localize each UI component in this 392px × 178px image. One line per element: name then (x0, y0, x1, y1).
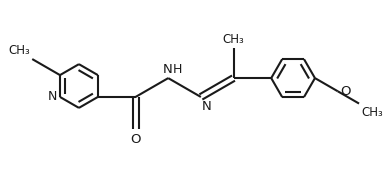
Text: N: N (202, 100, 212, 113)
Text: CH₃: CH₃ (9, 44, 30, 57)
Text: N: N (48, 90, 58, 103)
Text: CH₃: CH₃ (223, 33, 244, 46)
Text: O: O (340, 85, 350, 98)
Text: N: N (162, 63, 172, 76)
Text: CH₃: CH₃ (361, 106, 383, 119)
Text: H: H (172, 63, 182, 76)
Text: O: O (130, 133, 141, 146)
